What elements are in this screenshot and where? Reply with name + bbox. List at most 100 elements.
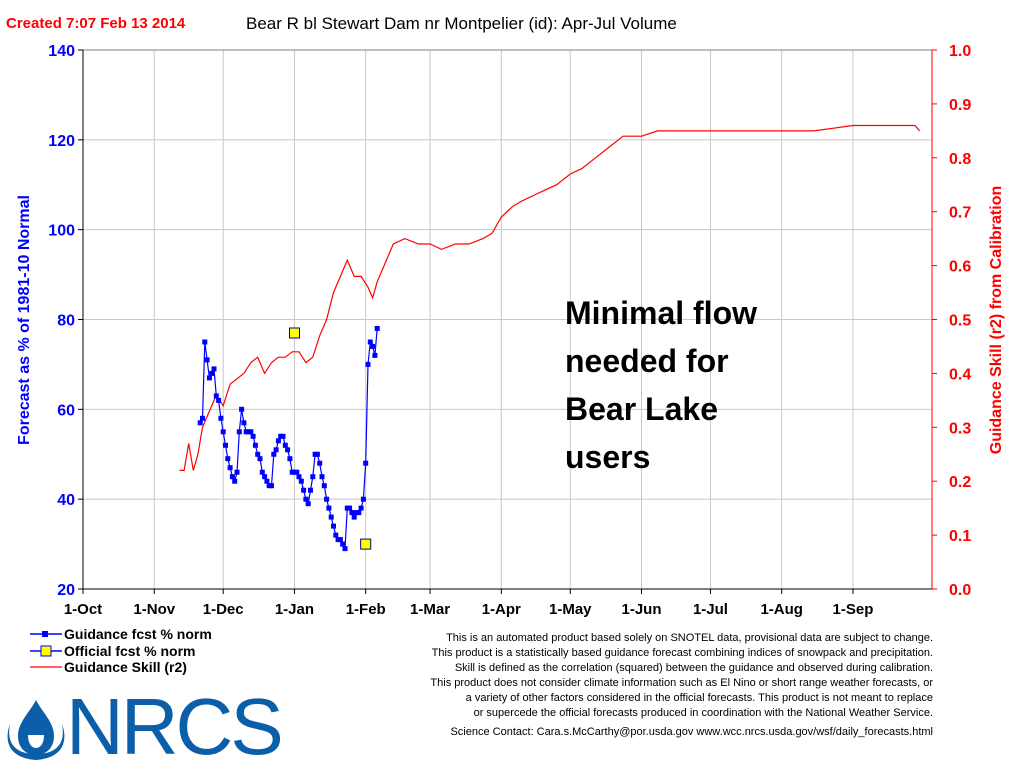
guidance-point [337,537,343,543]
guidance-point [206,375,212,381]
guidance-point [282,442,288,448]
guidance-point [250,433,256,439]
guidance-point [303,496,309,502]
right-axis-label: Guidance Skill (r2) from Calibration [988,186,1005,455]
disclaimer-line-1: This is an automated product based solel… [446,632,933,644]
y-tick-label: 100 [48,223,75,240]
guidance-point [232,478,238,484]
series-skill-line [179,124,921,471]
guidance-point [202,339,208,345]
guidance-point [301,487,307,493]
guidance-point [229,474,235,480]
guidance-point [308,487,313,493]
guidance-point [197,420,203,426]
left-axis-ticks: 20 40 60 80 100 120 140 [48,43,83,599]
legend-official-label: Official fcst % norm [64,643,195,659]
y2-tick-label: 0.8 [949,151,971,168]
x-tick-label: 1-Dec [203,601,244,618]
disclaimer-line-6: or supercede the official forecasts prod… [474,707,933,719]
disclaimer: This is an automated product based solel… [430,632,933,738]
x-tick-label: 1-Feb [346,601,386,618]
guidance-point [360,496,366,502]
guidance-point [314,451,320,457]
series-layer [179,124,921,552]
guidance-point [333,532,339,538]
guidance-point [225,456,231,462]
y2-tick-label: 0.9 [949,97,971,114]
guidance-point [296,474,302,480]
grid-lines [83,50,932,589]
y-tick-label: 40 [57,492,75,509]
guidance-point [340,541,346,547]
guidance-point [241,420,247,426]
guidance-point [287,456,293,462]
disclaimer-line-2: This product is a statistically based gu… [432,647,933,659]
y2-tick-label: 0.5 [949,313,971,330]
guidance-point [326,505,332,511]
guidance-point [209,370,215,376]
x-tick-label: 1-Jan [275,601,314,618]
created-timestamp: Created 7:07 Feb 13 2014 [6,15,186,32]
left-axis-label: Forecast as % of 1981-10 Normal [16,195,33,445]
guidance-point [367,339,373,345]
x-tick-label: 1-Jun [622,601,662,618]
y-tick-label: 140 [48,43,75,60]
annotation-line-1: Minimal flow [565,295,757,331]
guidance-point [213,393,219,399]
guidance-point [310,474,316,480]
guidance-point [275,438,281,444]
x-tick-label: 1-Apr [482,601,521,618]
guidance-point [211,366,217,372]
x-tick-label: 1-Jul [693,601,728,618]
official-point [289,327,300,339]
guidance-point [271,451,277,457]
x-tick-label: 1-Nov [133,601,175,618]
guidance-point [321,483,327,489]
guidance-point [328,514,334,520]
disclaimer-line-3: Skill is defined as the correlation (squ… [455,662,933,674]
official-point [360,538,372,550]
x-axis-ticks: 1-Oct 1-Nov 1-Dec 1-Jan 1-Feb 1-Mar 1-Apr 1-May… [64,589,874,618]
guidance-point [370,343,376,349]
guidance-point [255,451,261,457]
y2-tick-label: 0.2 [949,474,971,491]
guidance-point [374,326,380,331]
y2-tick-label: 0.4 [949,366,971,383]
guidance-point [319,474,325,480]
annotation-line-4: users [565,439,650,475]
guidance-point [294,469,300,475]
guidance-point [220,429,226,435]
legend-official-marker [40,645,52,657]
y2-tick-label: 0.1 [949,528,971,545]
legend-skill-label: Guidance Skill (r2) [64,659,187,675]
y-tick-label: 120 [48,133,75,150]
guidance-point [234,469,240,475]
nrcs-logo-text: NRCS [66,682,281,768]
guidance-point [280,433,286,439]
water-drop-icon [7,700,65,760]
legend: Guidance fcst % norm Official fcst % nor… [30,626,212,675]
y2-tick-label: 0.3 [949,420,971,437]
y-tick-label: 80 [57,313,75,330]
y2-tick-label: 0.6 [949,259,971,276]
chart-title: Bear R bl Stewart Dam nr Montpelier (id)… [246,14,677,33]
guidance-point [262,474,268,480]
guidance-point [372,352,378,358]
x-tick-label: 1-Sep [833,601,874,618]
guidance-point [218,415,224,421]
guidance-point [356,510,362,516]
guidance-point [227,465,233,471]
guidance-point [347,505,353,511]
disclaimer-line-7: Science Contact: Cara.s.McCarthy@por.usd… [450,726,933,738]
y2-tick-label: 0.7 [949,205,971,222]
guidance-point [331,523,336,529]
guidance-point [285,447,291,453]
x-tick-label: 1-Mar [410,601,450,618]
guidance-point [257,456,263,462]
legend-guidance-marker [42,631,48,637]
guidance-point [269,483,274,489]
y2-tick-label: 1.0 [949,43,971,60]
guidance-point [223,442,228,448]
nrcs-logo: NRCS [7,682,284,768]
guidance-point [216,397,222,403]
